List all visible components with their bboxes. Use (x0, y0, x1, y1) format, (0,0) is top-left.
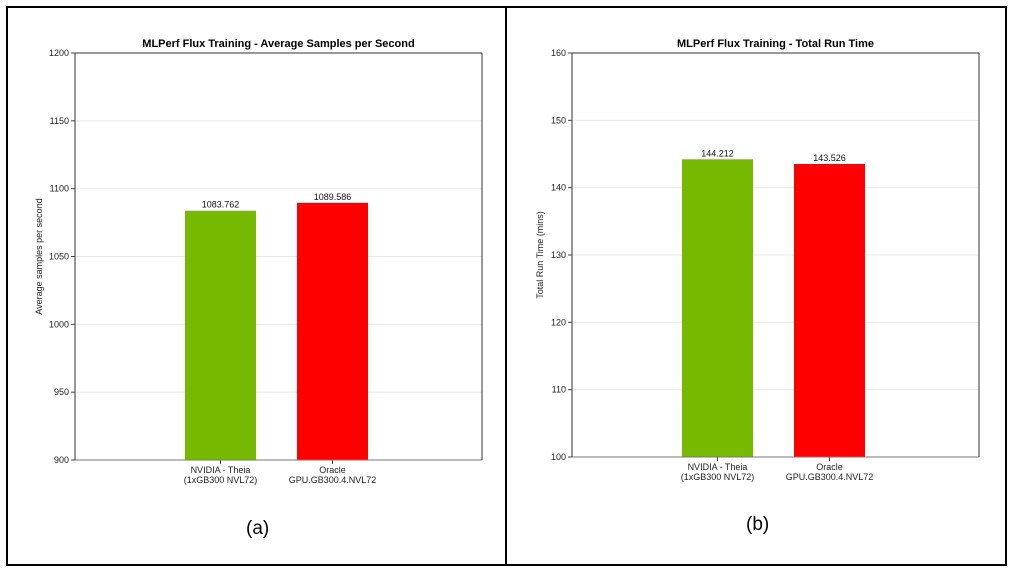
chart-average-samples: 1083.762 NVIDIA - Theia(1xGB300 NVL72) 108… (34, 38, 483, 485)
y-tick-label: 110 (552, 385, 566, 395)
y-tick-label: 120 (551, 317, 566, 327)
chart-title: MLPerf Flux Training - Average Samples p… (142, 38, 414, 50)
caption-b: (b) (746, 514, 770, 535)
chart-title: MLPerf Flux Training - Total Run Time (677, 38, 874, 50)
y-tick-label: 150 (551, 115, 566, 125)
y-tick-label: 900 (54, 455, 69, 465)
y-tick-label: 100 (551, 452, 566, 462)
bar-nvidia (185, 210, 256, 460)
x-tick-label: (1xGB300 NVL72) (681, 472, 755, 482)
bar-nvidia (682, 159, 753, 458)
x-tick-label: Oracle (319, 465, 346, 475)
y-tick-label: 1200 (49, 48, 69, 58)
y-tick-label: 1050 (49, 252, 69, 262)
x-tick-label: (1xGB300 NVL72) (184, 475, 258, 485)
data-label: 144.212 (701, 148, 734, 158)
y-tick-label: 950 (54, 387, 69, 397)
y-axis-label: Total Run Time (mins) (535, 211, 545, 299)
caption-a: (a) (246, 518, 270, 539)
y-tick-label: 130 (551, 250, 566, 260)
y-tick-label: 1000 (49, 319, 69, 329)
panel-divider (505, 6, 507, 566)
x-tick-label: NVIDIA - Theia (191, 465, 251, 475)
data-label: 1083.762 (202, 200, 240, 210)
y-axis-label: Average samples per second (34, 198, 44, 314)
x-tick-label: NVIDIA - Theia (688, 462, 748, 472)
data-label: 143.526 (813, 153, 846, 163)
x-tick-label: Oracle (816, 462, 843, 472)
y-tick-label: 1150 (50, 116, 69, 126)
data-label: 1089.586 (314, 192, 352, 202)
y-tick-label: 160 (551, 48, 566, 58)
x-tick-label: GPU.GB300.4.NVL72 (786, 472, 874, 482)
y-tick-label: 1100 (50, 184, 69, 194)
x-tick-label: GPU.GB300.4.NVL72 (289, 475, 377, 485)
y-tick-label: 140 (551, 183, 566, 193)
bar-oracle (794, 163, 865, 457)
bar-oracle (297, 202, 368, 461)
